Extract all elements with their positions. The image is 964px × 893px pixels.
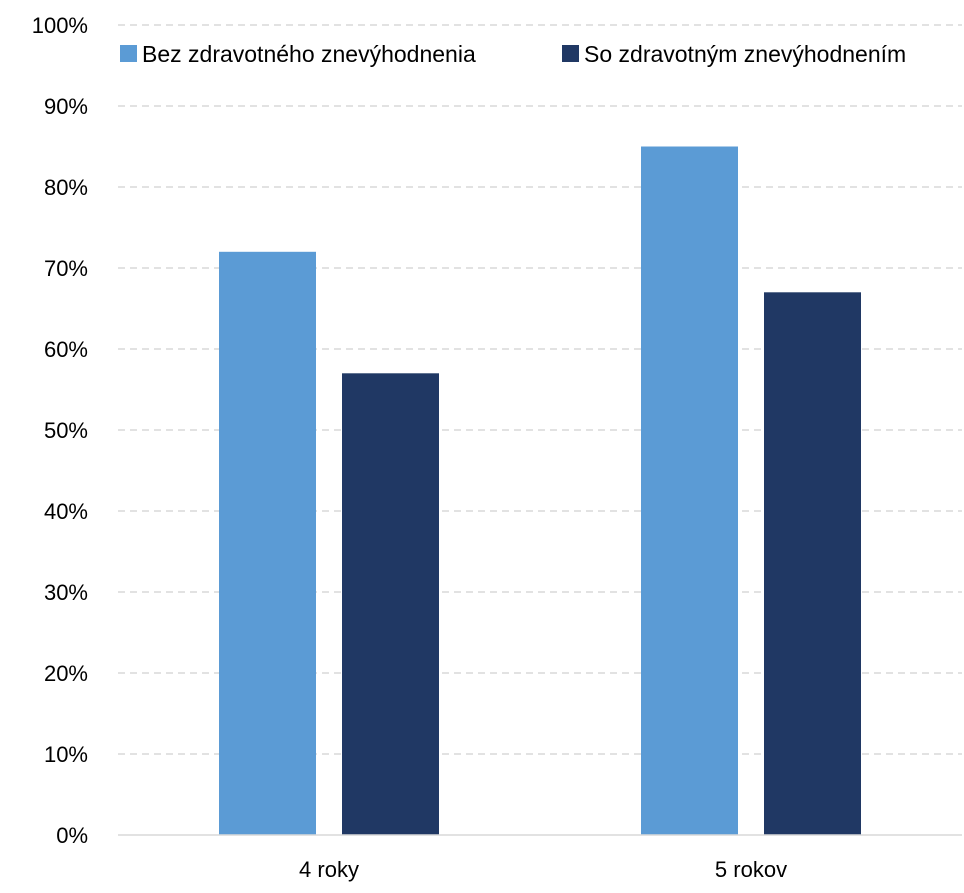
y-tick-label: 60% bbox=[44, 337, 88, 362]
y-tick-label: 10% bbox=[44, 742, 88, 767]
y-tick-label: 100% bbox=[32, 13, 88, 38]
y-tick-label: 70% bbox=[44, 256, 88, 281]
legend: Bez zdravotného znevýhodnenia So zdravotn… bbox=[120, 41, 906, 67]
bar bbox=[342, 373, 439, 835]
legend-label: So zdravotným znevýhodnením bbox=[584, 41, 906, 67]
gridlines bbox=[118, 24, 962, 755]
x-category-label: 4 roky bbox=[299, 857, 359, 882]
legend-label: Bez zdravotného znevýhodnenia bbox=[142, 41, 476, 67]
bar bbox=[641, 146, 738, 835]
y-tick-label: 90% bbox=[44, 94, 88, 119]
y-tick-label: 30% bbox=[44, 580, 88, 605]
y-tick-label: 20% bbox=[44, 661, 88, 686]
bar bbox=[219, 251, 316, 836]
y-tick-label: 50% bbox=[44, 418, 88, 443]
bars bbox=[219, 146, 861, 836]
bar bbox=[764, 292, 861, 835]
y-axis-ticks: 0% 10% 20% 30% 40% 50% 60% 70% 80% 90% 100% bbox=[32, 13, 88, 848]
legend-swatch bbox=[562, 45, 579, 62]
x-category-label: 5 rokov bbox=[715, 857, 787, 882]
y-tick-label: 0% bbox=[56, 823, 88, 848]
legend-swatch bbox=[120, 45, 137, 62]
x-axis-labels: 4 roky 5 rokov bbox=[299, 857, 787, 882]
y-tick-label: 80% bbox=[44, 175, 88, 200]
y-tick-label: 40% bbox=[44, 499, 88, 524]
